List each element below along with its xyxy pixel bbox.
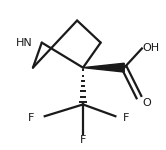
Text: F: F [80, 135, 86, 145]
Text: O: O [142, 98, 151, 108]
Polygon shape [83, 63, 124, 72]
Text: F: F [28, 113, 35, 123]
Text: OH: OH [142, 44, 159, 54]
Text: F: F [123, 113, 129, 123]
Text: HN: HN [16, 38, 33, 48]
